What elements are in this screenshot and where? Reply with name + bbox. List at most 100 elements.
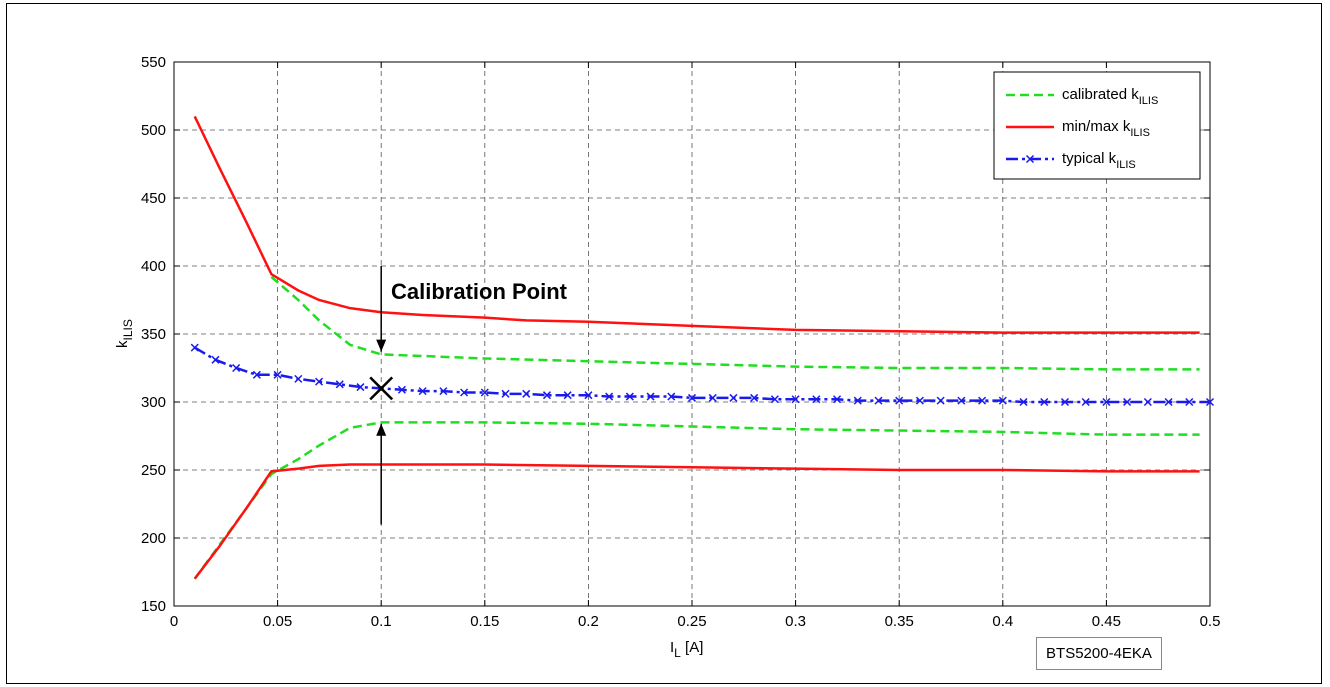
typical-point-marker: [978, 396, 987, 405]
typical-point-marker: [605, 392, 614, 401]
typical-point-marker: [750, 393, 759, 402]
y-tick-label: 150: [141, 598, 166, 615]
marker-stroke: [853, 396, 862, 405]
typical-point-marker: [1081, 397, 1090, 407]
y-tick-label: 350: [141, 326, 166, 343]
typical-point-marker: [335, 380, 344, 389]
marker-stroke: [729, 393, 738, 402]
typical-point-marker: [1102, 397, 1111, 407]
legend-label-main: min/max k: [1062, 118, 1131, 135]
marker-stroke: [812, 395, 821, 404]
legend-label-sub: ILIS: [1116, 159, 1136, 171]
typical-point-marker: [936, 396, 945, 405]
marker-stroke: [232, 363, 241, 373]
marker-stroke: [915, 396, 924, 405]
marker-stroke: [584, 391, 593, 400]
typical-point-marker: [232, 363, 241, 373]
typical-point-marker: [480, 388, 489, 397]
typical-point-marker: [957, 396, 966, 405]
x-tick-label: 0.25: [677, 613, 706, 630]
arrow-down-head: [376, 339, 387, 352]
marker-stroke: [1081, 397, 1090, 407]
x-tick-label: 0.4: [992, 613, 1013, 630]
legend-label-main: typical k: [1062, 150, 1117, 167]
marker-stroke: [252, 370, 261, 379]
marker-stroke: [418, 387, 427, 396]
y-tick-label: 500: [141, 122, 166, 139]
marker-stroke: [957, 396, 966, 405]
typical-point-marker: [708, 393, 717, 402]
typical-point-marker: [190, 343, 199, 352]
marker-stroke: [750, 393, 759, 402]
marker-stroke: [791, 395, 800, 404]
marker-stroke: [667, 392, 676, 401]
typical-point-marker: [625, 392, 634, 401]
marker-stroke: [315, 377, 324, 386]
x-tick-label: 0.2: [578, 613, 599, 630]
marker-stroke: [625, 392, 634, 401]
marker-stroke: [501, 389, 510, 398]
typical-point-marker: [1185, 397, 1194, 407]
marker-stroke: [874, 396, 883, 405]
y-axis-ticks: 150 200 250 300 350 400 450 500 550: [141, 54, 1210, 615]
typical-point-marker: [584, 391, 593, 400]
x-tick-label: 0.15: [470, 613, 499, 630]
typical-point-marker: [522, 389, 531, 398]
typical-point-marker: [1123, 397, 1132, 407]
legend-label-sub: ILIS: [1139, 95, 1159, 107]
x-axis-label-unit: [A]: [681, 639, 704, 656]
marker-stroke: [563, 391, 572, 400]
series-min-max-kilis-line-0: [193, 115, 1200, 334]
marker-stroke: [770, 395, 779, 404]
typical-point-marker: [1164, 397, 1173, 407]
marker-stroke: [542, 391, 551, 400]
marker-stroke: [646, 392, 655, 401]
typical-point-marker: [770, 395, 779, 404]
typical-point-marker: [252, 370, 261, 379]
typical-point-marker: [874, 396, 883, 405]
marker-stroke: [936, 396, 945, 405]
typical-point-marker: [418, 387, 427, 396]
y-axis-label-sub: ILIS: [121, 319, 135, 340]
marker-stroke: [522, 389, 531, 398]
y-axis-label-main: k: [114, 340, 131, 348]
marker-stroke: [998, 396, 1007, 405]
marker-stroke: [833, 395, 842, 404]
part-number-label: BTS5200-4EKA: [1036, 637, 1162, 670]
marker-stroke: [1143, 397, 1152, 407]
typical-point-marker: [1019, 397, 1028, 407]
x-tick-label: 0.1: [371, 613, 392, 630]
x-tick-label: 0.3: [785, 613, 806, 630]
y-tick-label: 200: [141, 530, 166, 547]
marker-stroke: [397, 385, 406, 394]
legend-label: min/max kILIS: [1062, 118, 1150, 139]
marker-stroke: [1040, 397, 1049, 407]
typical-point-marker: [294, 374, 303, 383]
legend-marker: [1025, 154, 1035, 164]
marker-stroke: [1123, 397, 1132, 407]
typical-point-marker: [853, 396, 862, 405]
y-tick-label: 300: [141, 394, 166, 411]
arrow-up-head: [376, 423, 387, 436]
marker-stroke: [273, 370, 282, 379]
marker-stroke: [1185, 397, 1194, 407]
typical-point-marker: [833, 395, 842, 404]
typical-point-marker: [998, 396, 1007, 405]
typical-point-marker: [542, 391, 551, 400]
calibration-marker: [369, 376, 394, 401]
typical-point-marker: [211, 355, 220, 364]
marker-stroke: [1102, 397, 1111, 407]
series-group: [190, 115, 1215, 580]
y-tick-label: 400: [141, 258, 166, 275]
marker-stroke: [480, 388, 489, 397]
marker-stroke: [1060, 397, 1069, 407]
legend-label-main: calibrated k: [1062, 86, 1139, 103]
marker-stroke: [1019, 397, 1028, 407]
typical-point-marker: [501, 389, 510, 398]
marker-stroke: [605, 392, 614, 401]
x-axis-label: IL [A]: [670, 639, 703, 660]
marker-stroke: [460, 388, 469, 397]
typical-point-marker: [439, 387, 448, 396]
y-tick-label: 450: [141, 190, 166, 207]
